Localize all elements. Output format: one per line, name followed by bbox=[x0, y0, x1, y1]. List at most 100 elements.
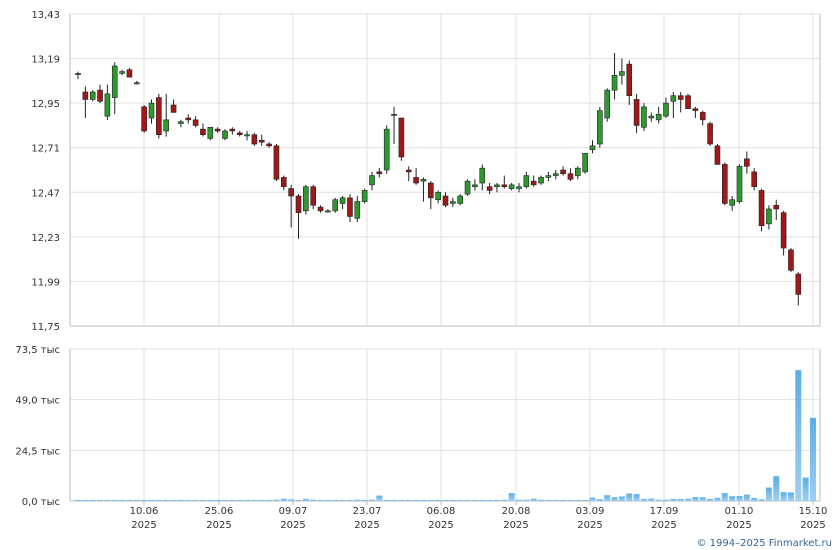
candle bbox=[494, 183, 500, 193]
volume-bar bbox=[391, 499, 398, 501]
volume-bar bbox=[199, 499, 206, 501]
candle-body bbox=[582, 152, 588, 173]
volume-bar bbox=[604, 495, 611, 501]
candle bbox=[751, 168, 758, 191]
candle bbox=[780, 210, 787, 256]
volume-bar bbox=[324, 499, 331, 501]
volume-bar bbox=[449, 499, 456, 501]
volume-bar bbox=[413, 499, 420, 501]
candle-body bbox=[236, 132, 243, 136]
candle bbox=[207, 126, 214, 141]
x-tick-day: 10.06 bbox=[130, 506, 159, 517]
candle-body bbox=[766, 208, 772, 225]
candle-body bbox=[751, 171, 758, 188]
candle bbox=[552, 170, 559, 180]
candle bbox=[251, 132, 258, 146]
candle bbox=[339, 196, 346, 209]
candle-body bbox=[317, 206, 324, 212]
volume-bar bbox=[589, 497, 596, 501]
volume-bar bbox=[302, 498, 309, 501]
candle-body bbox=[391, 113, 397, 116]
volume-bar bbox=[229, 499, 236, 501]
candle bbox=[611, 53, 618, 100]
candle-body bbox=[729, 199, 735, 206]
candle bbox=[383, 125, 390, 174]
candle-body bbox=[545, 175, 552, 178]
candle-body bbox=[663, 102, 669, 117]
volume-bar bbox=[648, 498, 655, 501]
volume-bar bbox=[244, 499, 251, 501]
volume-bar bbox=[699, 497, 706, 501]
candle-body bbox=[332, 199, 339, 212]
x-tick-year: 2025 bbox=[577, 520, 602, 531]
x-tick-year: 2025 bbox=[206, 520, 231, 531]
candle bbox=[317, 205, 324, 213]
x-tick-year: 2025 bbox=[280, 520, 305, 531]
candle bbox=[472, 179, 478, 191]
candle bbox=[178, 119, 184, 128]
candle-body bbox=[442, 195, 449, 206]
volume-bar bbox=[618, 496, 625, 501]
candle-body bbox=[773, 204, 780, 210]
candle-body bbox=[251, 134, 258, 145]
volume-bar bbox=[545, 499, 552, 501]
candle-body bbox=[523, 175, 530, 188]
candle bbox=[788, 248, 794, 273]
candle bbox=[626, 60, 633, 105]
candle bbox=[508, 183, 515, 191]
copyright-text[interactable]: © 1994–2025 Finmarket.ru bbox=[696, 538, 832, 549]
price-candles bbox=[75, 53, 802, 306]
candle-body bbox=[303, 186, 309, 212]
volume-bar bbox=[133, 499, 140, 501]
candle bbox=[721, 162, 728, 206]
volume-bar bbox=[97, 499, 104, 501]
candle bbox=[758, 188, 765, 232]
candle bbox=[310, 184, 317, 209]
candle-body bbox=[258, 139, 265, 143]
volume-bar bbox=[332, 499, 339, 501]
candle bbox=[354, 196, 361, 222]
candle bbox=[538, 175, 544, 185]
volume-bar bbox=[552, 499, 559, 501]
volume-bar bbox=[170, 499, 177, 501]
candle-body bbox=[626, 63, 633, 97]
candle bbox=[200, 123, 206, 137]
price-tick-label: 12,47 bbox=[31, 188, 60, 199]
candle bbox=[148, 99, 155, 124]
candle-body bbox=[641, 106, 647, 128]
candle-body bbox=[450, 201, 456, 204]
volume-bar bbox=[258, 499, 265, 501]
candle-body bbox=[677, 95, 684, 100]
volume-bar bbox=[464, 499, 471, 501]
candle-body bbox=[435, 191, 441, 201]
candle-body bbox=[479, 167, 486, 184]
candle bbox=[222, 129, 228, 141]
candle bbox=[516, 183, 522, 193]
x-tick-day: 09.07 bbox=[279, 506, 308, 517]
candle bbox=[413, 168, 419, 185]
candle bbox=[391, 106, 397, 144]
volume-bar bbox=[339, 499, 346, 501]
volume-bar bbox=[582, 499, 589, 501]
volume-bar bbox=[405, 499, 412, 501]
candle bbox=[692, 106, 699, 118]
candle-body bbox=[229, 128, 236, 132]
volume-bar bbox=[633, 494, 640, 501]
candle-body bbox=[788, 249, 794, 271]
volume-bar bbox=[795, 370, 802, 501]
x-tick-year: 2025 bbox=[726, 520, 751, 531]
candle-body bbox=[413, 177, 419, 184]
volume-bar bbox=[163, 499, 170, 501]
volume-bar bbox=[185, 499, 192, 501]
candle-body bbox=[648, 115, 655, 119]
x-tick-day: 01.10 bbox=[725, 506, 754, 517]
volume-bar bbox=[530, 498, 537, 501]
candle-body bbox=[310, 186, 317, 206]
candle-body bbox=[376, 171, 383, 175]
volume-bar bbox=[640, 498, 647, 501]
volume-grid bbox=[69, 348, 821, 502]
candle-body bbox=[266, 143, 272, 147]
candle-body bbox=[170, 104, 177, 113]
candle-body bbox=[795, 273, 802, 295]
candle-body bbox=[295, 195, 302, 214]
